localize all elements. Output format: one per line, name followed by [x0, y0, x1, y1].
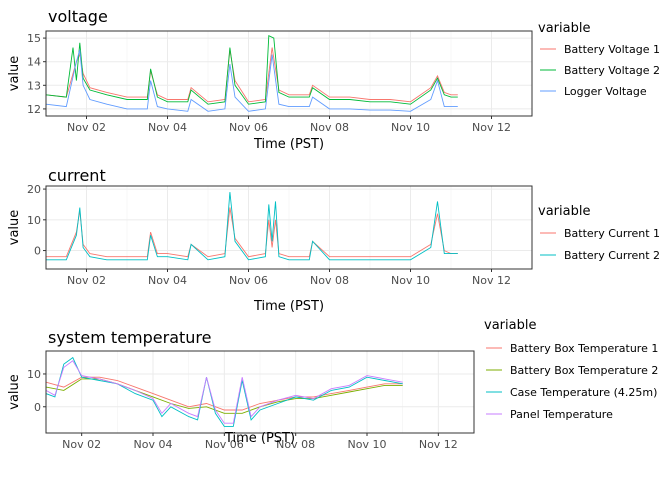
x-tick-label: Nov 04 [134, 438, 173, 451]
panel-2: system temperature Nov 02 Nov 04 Nov 06 Nov … [7, 318, 658, 451]
legend-label: Battery Current 1 [564, 227, 660, 240]
x-tick-label: Nov 06 [205, 438, 244, 451]
series-line-0 [46, 47, 458, 103]
x-tick-label: Nov 04 [148, 274, 187, 287]
x-tick-label: Nov 10 [348, 438, 387, 451]
legend-label: Battery Box Temperature 1 [510, 342, 658, 355]
legend: variable Battery Current 1 Battery Current… [538, 204, 660, 262]
y-tick-label: 14 [27, 56, 41, 69]
legend-title: variable [538, 204, 590, 219]
legend: variable Battery Box Temperature 1 Battery… [484, 318, 658, 421]
legend-title: variable [484, 318, 536, 333]
plot-border [45, 350, 475, 434]
x-tick-label: Nov 06 [229, 274, 268, 287]
y-axis-label: value [7, 210, 22, 246]
legend-label: Logger Voltage [564, 85, 647, 98]
y-tick-label: 10 [27, 214, 41, 227]
legend-label: Battery Voltage 2 [564, 64, 660, 77]
y-tick-label: 0 [34, 401, 41, 414]
series-line-0 [46, 207, 458, 258]
legend-label: Battery Voltage 1 [564, 43, 660, 56]
x-tick-label: Nov 06 [229, 121, 268, 134]
panel-0: voltage Nov 02 Nov 04 Nov 06 Nov 08 Nov 10 Nov… [7, 7, 660, 152]
x-axis-label: Time (PST) [224, 431, 295, 446]
plot-border [45, 185, 533, 270]
x-tick-label: Nov 04 [148, 121, 187, 134]
x-axis-label: Time (PST) [253, 299, 324, 314]
y-tick-label: 0 [34, 245, 41, 258]
x-tick-label: Nov 10 [391, 121, 430, 134]
panel-title: system temperature [48, 328, 212, 347]
series-line-0 [46, 376, 403, 411]
x-tick-label: Nov 10 [391, 274, 430, 287]
y-tick-label: 10 [27, 368, 41, 381]
x-tick-label: Nov 12 [419, 438, 458, 451]
legend-title: variable [538, 21, 590, 36]
plot-border [45, 30, 533, 117]
series-line-2 [46, 49, 458, 112]
legend-label: Battery Current 2 [564, 249, 660, 262]
x-tick-label: Nov 02 [67, 121, 106, 134]
y-tick-label: 13 [27, 79, 41, 92]
panel-title: current [48, 166, 106, 185]
panel-1: current Nov 02 Nov 04 Nov 06 Nov 08 Nov 10 Nov… [7, 166, 660, 314]
series-line-3 [46, 360, 403, 424]
legend-label: Battery Box Temperature 2 [510, 364, 658, 377]
y-tick-label: 15 [27, 32, 41, 45]
series-line-1 [46, 35, 458, 105]
x-tick-label: Nov 12 [472, 121, 511, 134]
panel-title: voltage [48, 7, 108, 26]
series-line-1 [46, 192, 458, 261]
x-tick-label: Nov 08 [310, 121, 349, 134]
x-tick-label: Nov 02 [62, 438, 101, 451]
y-tick-label: 12 [27, 103, 41, 116]
x-tick-label: Nov 08 [310, 274, 349, 287]
x-tick-label: Nov 12 [472, 274, 511, 287]
y-axis-label: value [7, 56, 22, 92]
y-axis-label: value [7, 374, 22, 410]
legend: variable Battery Voltage 1 Battery Voltage… [538, 21, 660, 98]
x-axis-label: Time (PST) [253, 137, 324, 152]
x-tick-label: Nov 08 [276, 438, 315, 451]
y-tick-label: 20 [27, 183, 41, 196]
x-tick-label: Nov 02 [67, 274, 106, 287]
legend-label: Panel Temperature [510, 408, 613, 421]
legend-label: Case Temperature (4.25m) [510, 386, 657, 399]
